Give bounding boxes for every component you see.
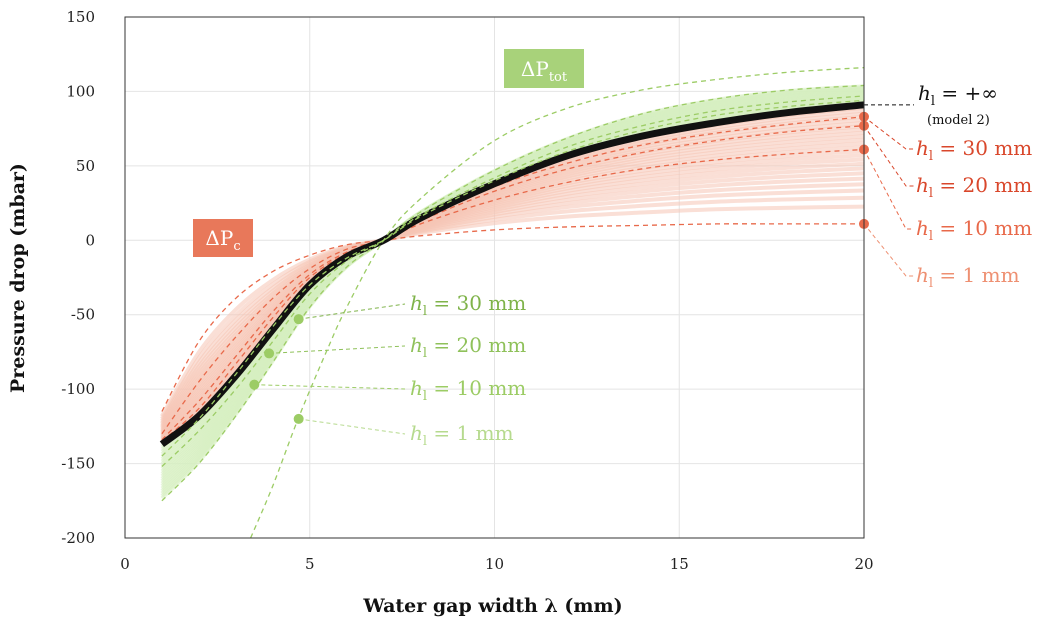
dp-c-sub: c [233,239,240,254]
hl-sub: l [423,389,427,404]
hl-rhs: = 10 mm [427,376,526,400]
dp-tot-label-box: ΔPtot [504,49,584,88]
series-line [161,116,865,442]
marker-point [264,348,275,359]
leader-line [254,384,406,390]
y-tick-label: -50 [71,306,95,324]
model2-var: h [918,81,931,105]
hl-var: h [916,216,929,240]
hl-var: h [410,421,423,445]
leader-line [269,345,406,354]
hl-label: hl = 10 mm [410,376,526,404]
hl-sub: l [929,229,933,244]
hl-rhs: = 1 mm [427,421,514,445]
model2-note: (model 2) [927,113,990,128]
marker-point [249,379,260,390]
svg-text:ΔPtot: ΔPtot [521,57,568,85]
hl-sub: l [423,434,427,449]
hl-sub: l [929,186,933,201]
hl-sub: l [929,149,933,164]
model2-rhs: = +∞ [935,81,998,105]
hl-rhs: = 30 mm [427,291,526,315]
hl-var: h [916,136,929,160]
series-line [161,148,865,435]
hl-rhs: = 10 mm [933,216,1032,240]
hl-label: hl = 10 mm [916,216,1032,244]
series-line [161,95,865,467]
hl-var: h [410,291,423,315]
y-axis-title: Pressure drop (mbar) [7,163,29,393]
dp-tot-sub: tot [549,70,568,85]
x-axis-title: Water gap width λ (mm) [362,595,622,617]
series-line [161,99,865,457]
hl-sub: l [929,276,933,291]
dp-c-label-box: ΔPc [193,219,253,257]
hl-sub: l [423,346,427,361]
tick-labels: 0 5 10 15 20 -200 -150 -100 -50 0 50 100 150 [61,8,873,573]
x-tick-label: 20 [854,555,873,573]
leader-line [863,125,914,187]
hl-label: hl = 20 mm [410,333,526,361]
hl-label: hl = 30 mm [916,136,1032,164]
hl-label: hl = 20 mm [916,173,1032,201]
model2-sub: l [931,94,935,109]
plot-frame [124,16,865,539]
y-tick-label: -200 [61,529,95,547]
y-tick-label: 0 [85,231,95,249]
hl-rhs: = 20 mm [933,173,1032,197]
x-tick-label: 0 [120,555,130,573]
series-line [159,101,865,448]
hl-rhs: = 20 mm [427,333,526,357]
y-tick-label: -100 [61,380,95,398]
hl-label: hl = 1 mm [916,263,1020,291]
y-tick-label: 100 [66,82,95,100]
hl-var: h [410,333,423,357]
dp-tot-base: ΔP [521,57,549,81]
y-tick-label: -150 [61,455,95,473]
leader-line [298,418,406,435]
hl-var: h [916,173,929,197]
model2-label: hl = +∞ (model 2) [918,81,998,128]
svg-text:ΔPc: ΔPc [205,226,240,254]
marker-point [293,314,304,325]
series-line [161,223,864,412]
leader-line [863,223,914,277]
leader-line [298,303,406,320]
x-tick-label: 10 [485,555,504,573]
leader-lines [254,104,914,435]
hl-var: h [916,263,929,287]
x-tick-label: 5 [305,555,315,573]
hl-label: hl = 1 mm [410,421,514,449]
series-line [161,84,865,502]
hl-label: hl = 30 mm [410,291,526,319]
dp-c-base: ΔP [205,226,233,250]
hl-rhs: = 30 mm [933,136,1032,160]
leader-line [863,116,914,150]
y-tick-label: 150 [66,8,95,26]
leader-line [863,149,914,230]
marker-point [293,413,304,424]
hl-sub: l [423,304,427,319]
x-tick-label: 15 [670,555,689,573]
hl-var: h [410,376,423,400]
hl-rhs: = 1 mm [933,263,1020,287]
svg-text:hl = +∞: hl = +∞ [918,81,998,109]
y-tick-label: 50 [76,157,95,175]
